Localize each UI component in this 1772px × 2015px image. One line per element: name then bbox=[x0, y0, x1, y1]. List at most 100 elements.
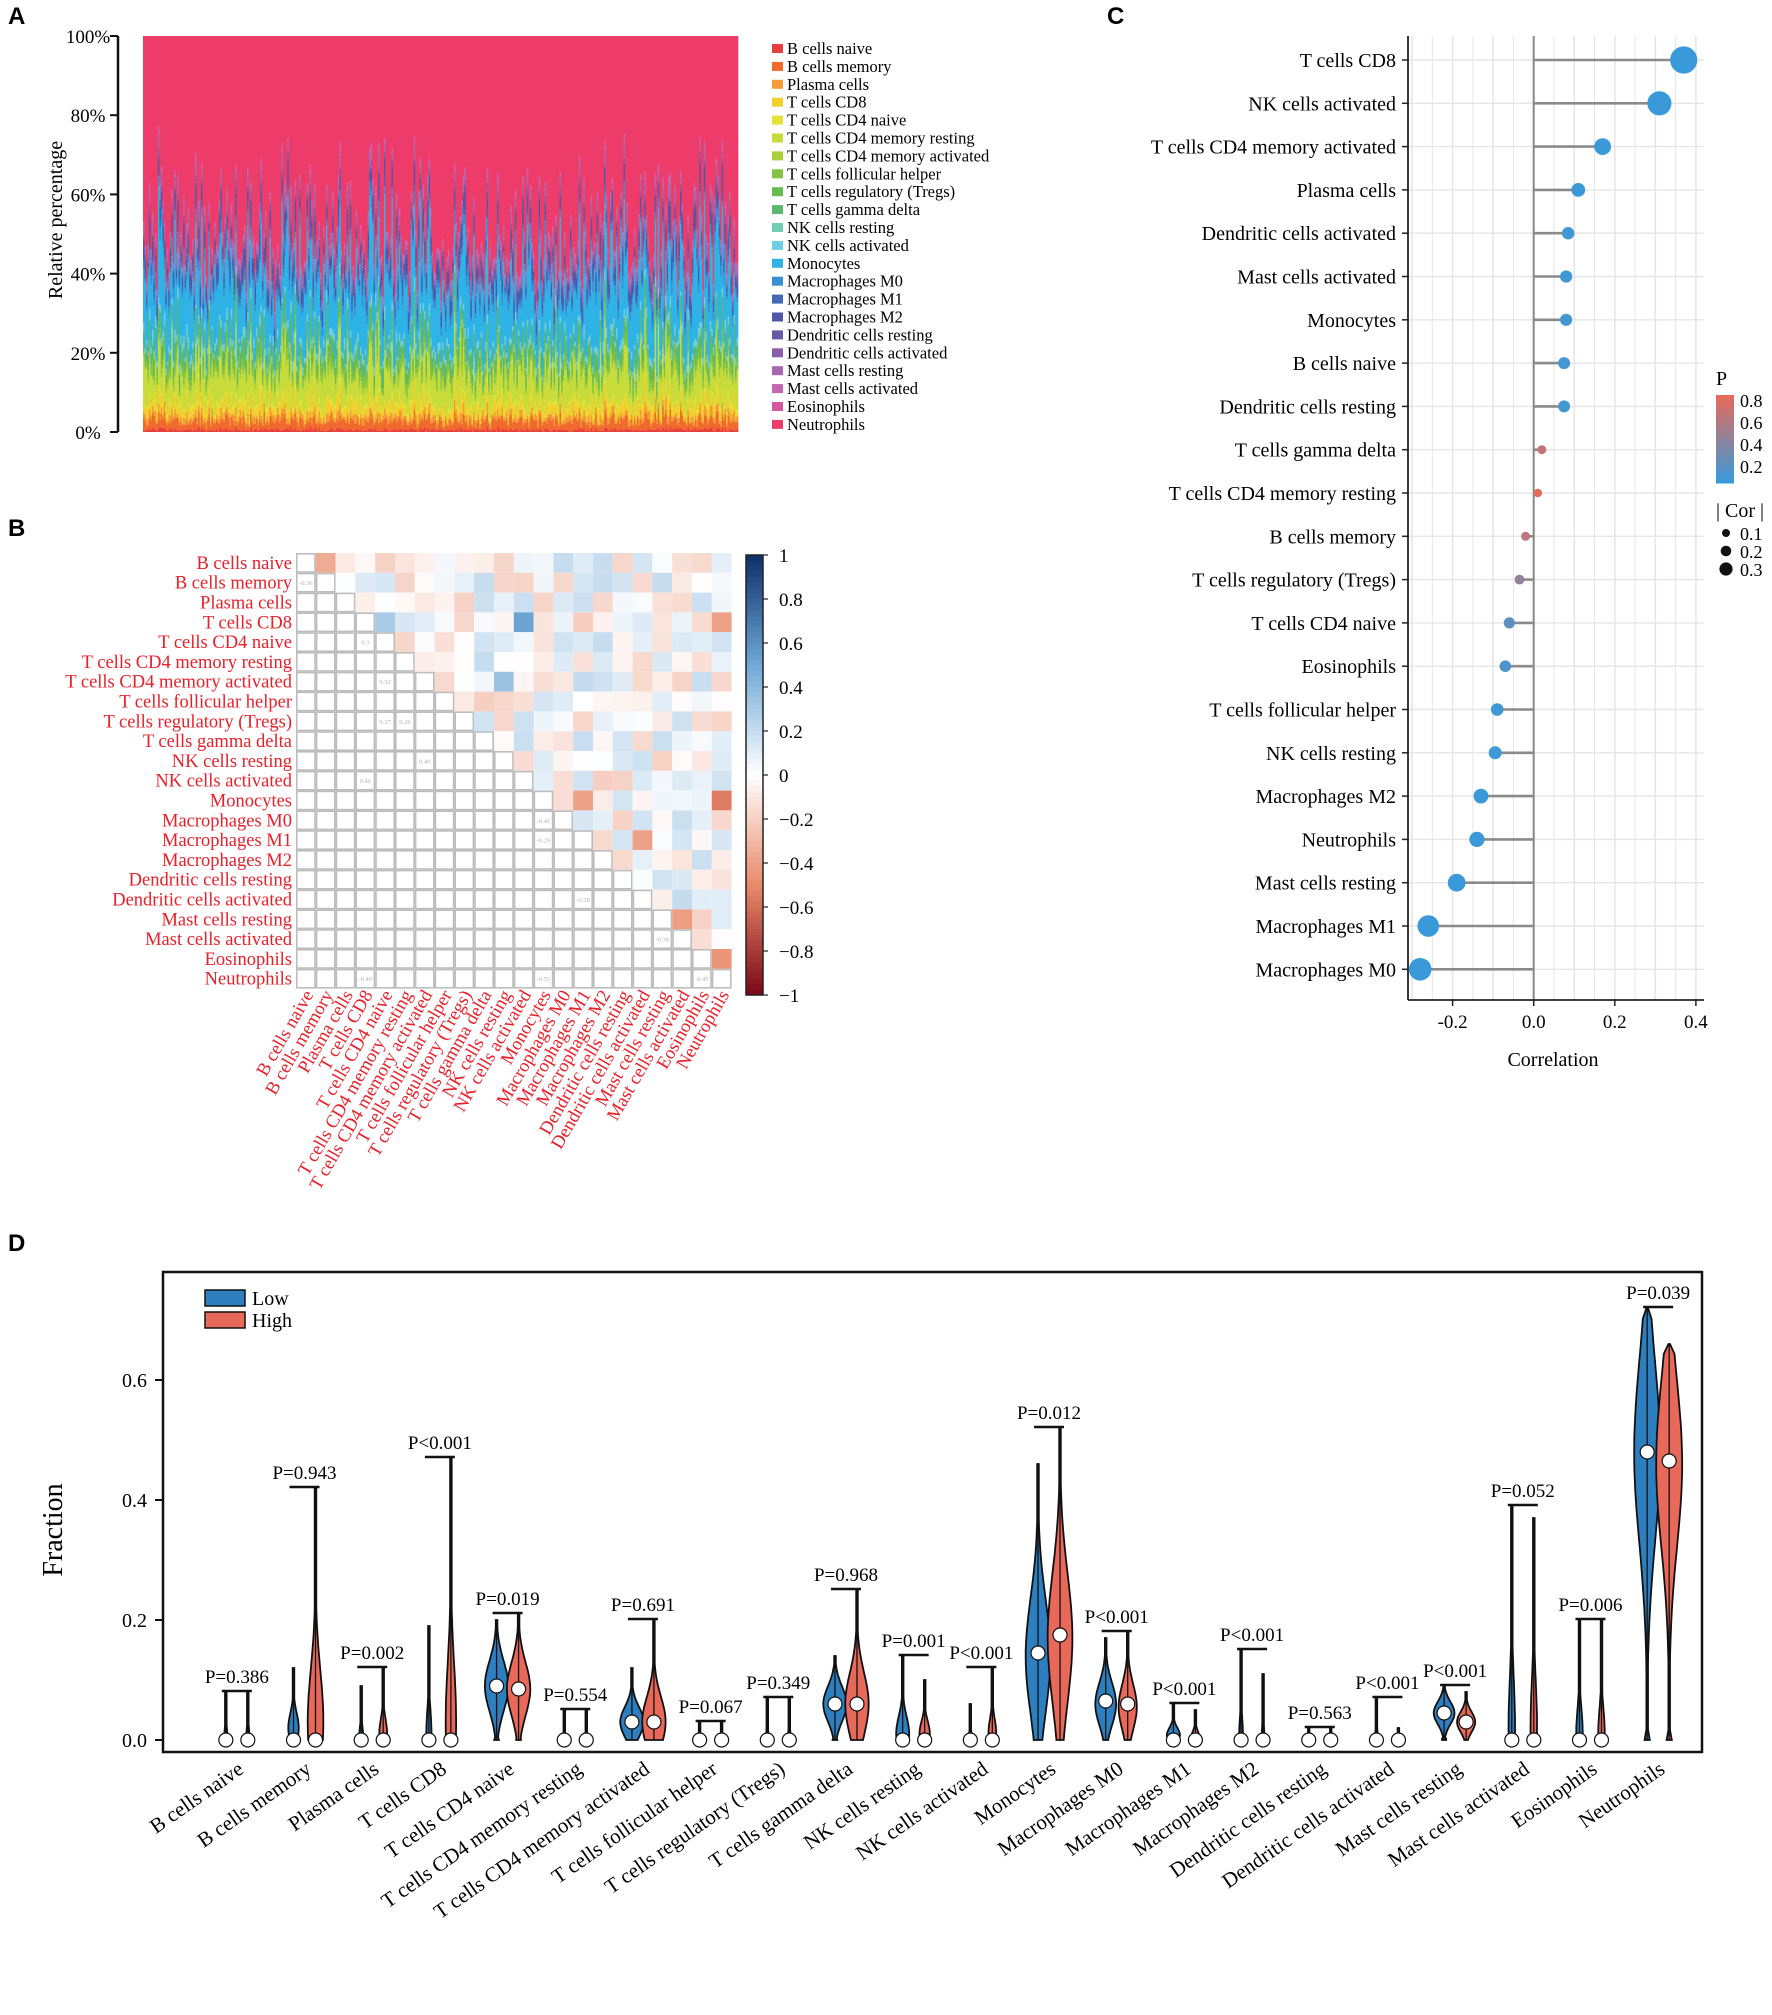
panel-a-bar-segment bbox=[223, 348, 226, 351]
panel-a-bar-segment bbox=[183, 410, 185, 418]
panel-a-bar-segment bbox=[229, 365, 232, 375]
panel-a-bar-segment bbox=[264, 211, 267, 215]
panel-a-bar-segment bbox=[287, 155, 290, 161]
panel-a-bar-segment bbox=[248, 287, 251, 341]
panel-a-bar-segment bbox=[143, 234, 145, 239]
panel-a-bar-segment bbox=[165, 285, 168, 289]
panel-a-bar-segment bbox=[266, 307, 269, 312]
panel-a-bar-segment bbox=[247, 211, 249, 226]
panel-a-bar-segment bbox=[151, 357, 154, 362]
panel-a-bar-segment bbox=[296, 267, 299, 270]
panel-a-bar-segment bbox=[415, 276, 418, 344]
panel-a-bar-segment bbox=[276, 269, 279, 287]
panel-a-bar-segment bbox=[260, 189, 263, 206]
panel-a-bar-segment bbox=[177, 417, 180, 431]
panel-a-bar-segment bbox=[297, 281, 300, 286]
panel-a-bar-segment bbox=[343, 261, 346, 265]
panel-a-bar-segment bbox=[357, 416, 360, 419]
panel-a-bar-segment bbox=[291, 270, 294, 274]
panel-a-bar-segment bbox=[214, 371, 217, 415]
panel-a-bar-segment bbox=[214, 349, 217, 351]
panel-a-bar-segment bbox=[218, 200, 221, 202]
panel-a-bar-segment bbox=[184, 374, 187, 380]
panel-a-bar-segment bbox=[145, 311, 148, 340]
panel-a-bar-segment bbox=[257, 339, 260, 343]
panel-a-bar-segment bbox=[325, 302, 328, 323]
panel-a-bar-segment bbox=[354, 364, 357, 371]
panel-a-bar-segment bbox=[242, 415, 245, 430]
panel-a-bar-segment bbox=[386, 245, 389, 248]
panel-a-bar-segment bbox=[190, 288, 193, 294]
panel-a-bar-segment bbox=[355, 395, 358, 399]
panel-a-bar-segment bbox=[203, 327, 206, 331]
panel-a-bar-segment bbox=[202, 289, 205, 293]
panel-a-bar-segment bbox=[409, 345, 412, 350]
panel-a-bar-segment bbox=[413, 146, 416, 160]
panel-a-bar-segment bbox=[372, 331, 374, 344]
panel-a-bar-segment bbox=[281, 316, 284, 328]
panel-a-bar-segment bbox=[154, 255, 157, 270]
panel-a-bar-segment bbox=[183, 424, 185, 430]
panel-a-bar-segment bbox=[312, 395, 315, 399]
panel-a-bar-segment bbox=[195, 344, 197, 390]
panel-a-bar-segment bbox=[156, 431, 159, 432]
panel-a-bar-segment bbox=[394, 293, 397, 296]
panel-a-bar-segment bbox=[148, 428, 151, 432]
panel-a-bar-segment bbox=[236, 369, 239, 381]
panel-a-bar-segment bbox=[328, 247, 331, 256]
panel-a-bar-segment bbox=[196, 252, 199, 256]
panel-a-bar-segment bbox=[236, 384, 239, 388]
panel-a-bar-segment bbox=[151, 212, 154, 217]
panel-a-bar-segment bbox=[166, 250, 169, 253]
panel-a-bar-segment bbox=[373, 429, 376, 432]
panel-a-bar-segment bbox=[404, 239, 407, 242]
panel-a-bar-segment bbox=[349, 396, 352, 410]
panel-a-bar-segment bbox=[303, 426, 306, 431]
panel-a-bar-segment bbox=[174, 206, 177, 211]
panel-a-bar-segment bbox=[241, 404, 244, 417]
panel-a-bar-segment bbox=[336, 266, 339, 341]
panel-a-bar-segment bbox=[248, 340, 251, 343]
panel-a-bar-segment bbox=[413, 277, 416, 285]
panel-a-bar-segment bbox=[430, 234, 432, 238]
panel-a-bar-segment bbox=[162, 345, 165, 355]
panel-a-bar-segment bbox=[181, 343, 184, 349]
panel-a-bar-segment bbox=[337, 297, 340, 300]
panel-a-bar-segment bbox=[431, 283, 434, 290]
panel-a-bar-segment bbox=[290, 305, 293, 314]
panel-a-bar-segment bbox=[256, 254, 258, 258]
panel-a-bar-segment bbox=[394, 402, 397, 405]
panel-a-bar-segment bbox=[343, 337, 346, 345]
panel-a-bar-segment bbox=[248, 425, 251, 428]
panel-a-bar-segment bbox=[300, 314, 303, 339]
panel-a-bar-segment bbox=[144, 352, 147, 354]
panel-a-bar-segment bbox=[254, 406, 257, 410]
panel-a-bar-segment bbox=[171, 213, 174, 218]
panel-a-bar-segment bbox=[389, 420, 392, 431]
panel-a-bar-segment bbox=[317, 239, 319, 243]
panel-a-bar-segment bbox=[206, 36, 209, 287]
panel-a-bar-segment bbox=[148, 319, 151, 332]
panel-a-bar-segment bbox=[202, 355, 205, 362]
panel-a-bar-segment bbox=[413, 404, 416, 411]
panel-a-bar-segment bbox=[201, 428, 203, 432]
panel-a-bar-segment bbox=[367, 362, 370, 408]
panel-a-bar-segment bbox=[153, 305, 156, 351]
panel-a-bar-segment bbox=[220, 402, 223, 408]
panel-a-bar-segment bbox=[208, 389, 211, 395]
panel-a-bar-segment bbox=[388, 336, 391, 339]
panel-a-bar-segment bbox=[299, 403, 302, 410]
panel-a-bar-segment bbox=[375, 416, 377, 422]
panel-a-bar-segment bbox=[238, 296, 241, 303]
panel-a-bar-segment bbox=[363, 377, 365, 388]
panel-a-bar-segment bbox=[403, 265, 406, 271]
panel-a-bar-segment bbox=[175, 270, 178, 277]
panel-a-bar-segment bbox=[328, 345, 331, 352]
panel-a-bar-segment bbox=[297, 414, 300, 416]
panel-a-bar-segment bbox=[400, 248, 403, 255]
panel-a-bar-segment bbox=[232, 258, 235, 259]
panel-a-bar-segment bbox=[372, 180, 374, 187]
panel-a-bar-segment bbox=[183, 247, 185, 266]
panel-a-bar-segment bbox=[238, 403, 241, 417]
